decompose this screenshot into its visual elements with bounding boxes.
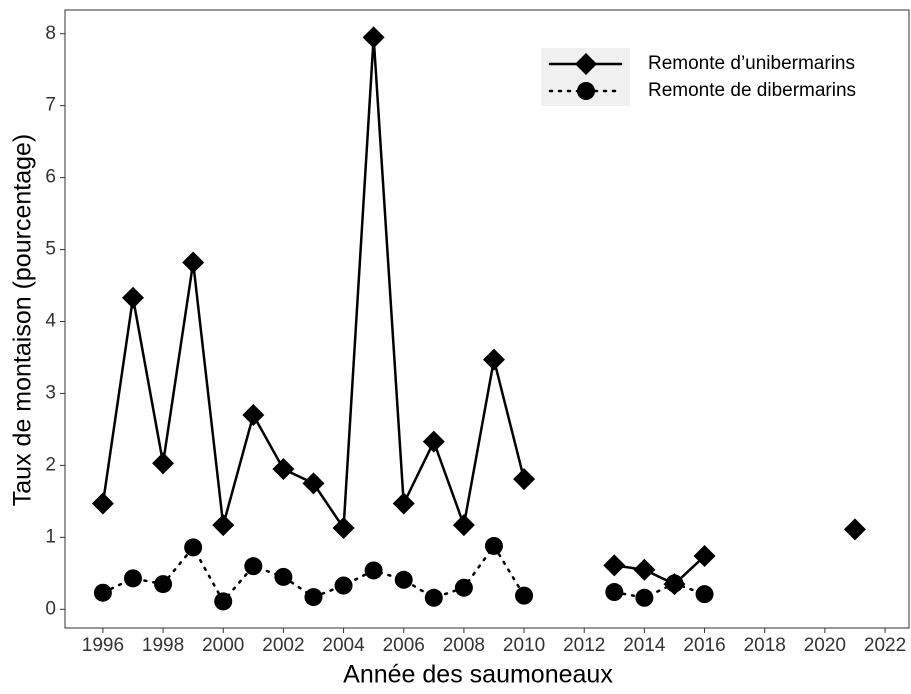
point (152, 452, 175, 475)
x-tick-label: 2012 (563, 635, 605, 656)
y-tick-label: 8 (45, 23, 56, 44)
x-tick-label: 2000 (202, 635, 244, 656)
y-tick-label: 2 (45, 454, 56, 475)
point (515, 586, 534, 605)
x-tick-label: 1996 (82, 635, 124, 656)
x-tick-label: 2020 (804, 635, 846, 656)
legend-marker (575, 53, 597, 75)
x-tick-label: 2004 (322, 635, 365, 656)
point (123, 569, 142, 588)
x-tick-label: 2022 (864, 635, 906, 656)
y-axis-title: Taux de montaison (pourcentage) (9, 134, 37, 506)
point (272, 458, 295, 481)
y-tick-label: 4 (45, 311, 56, 332)
point (605, 583, 624, 602)
x-tick-label: 1998 (142, 635, 184, 656)
point (603, 554, 626, 577)
point (422, 430, 445, 453)
point (454, 578, 473, 597)
point (304, 588, 323, 607)
point (665, 574, 684, 593)
x-tick-label: 2008 (443, 635, 485, 656)
point (121, 286, 144, 309)
y-tick-label: 3 (45, 382, 56, 403)
x-tick-label: 2016 (683, 635, 725, 656)
point (93, 583, 112, 602)
point (392, 492, 415, 515)
point (242, 404, 265, 427)
legend-label: Remonte de dibermarins (648, 80, 856, 101)
x-tick-label: 2014 (623, 635, 666, 656)
point (244, 557, 263, 576)
legend-marker (577, 82, 595, 100)
point (693, 545, 716, 568)
point (482, 348, 505, 371)
plot-border (64, 9, 910, 629)
point (364, 561, 383, 580)
point (452, 514, 475, 537)
point (212, 514, 235, 537)
x-tick-label: 2002 (262, 635, 304, 656)
x-tick-label: 2010 (503, 635, 545, 656)
point (394, 570, 413, 589)
point (843, 518, 866, 541)
x-tick-label: 2006 (383, 635, 425, 656)
point (513, 468, 536, 491)
point (633, 558, 656, 581)
y-tick-label: 6 (45, 167, 56, 188)
y-tick-label: 7 (45, 95, 56, 116)
point (334, 576, 353, 595)
series-line (103, 37, 855, 584)
x-axis-title: Année des saumoneaux (343, 661, 613, 689)
point (182, 251, 205, 274)
point (332, 516, 355, 539)
x-tick-label: 2018 (744, 635, 786, 656)
point (214, 592, 233, 611)
point (91, 492, 114, 515)
point (484, 536, 503, 555)
point (695, 585, 714, 604)
y-tick-label: 0 (45, 598, 56, 619)
point (184, 538, 203, 557)
point (362, 26, 385, 49)
point (154, 575, 173, 594)
legend-label: Remonte d’unibermarins (648, 53, 855, 74)
point (274, 567, 293, 586)
point (302, 472, 325, 495)
point (635, 588, 654, 607)
y-tick-label: 5 (45, 239, 56, 260)
y-tick-label: 1 (45, 526, 56, 547)
point (424, 588, 443, 607)
